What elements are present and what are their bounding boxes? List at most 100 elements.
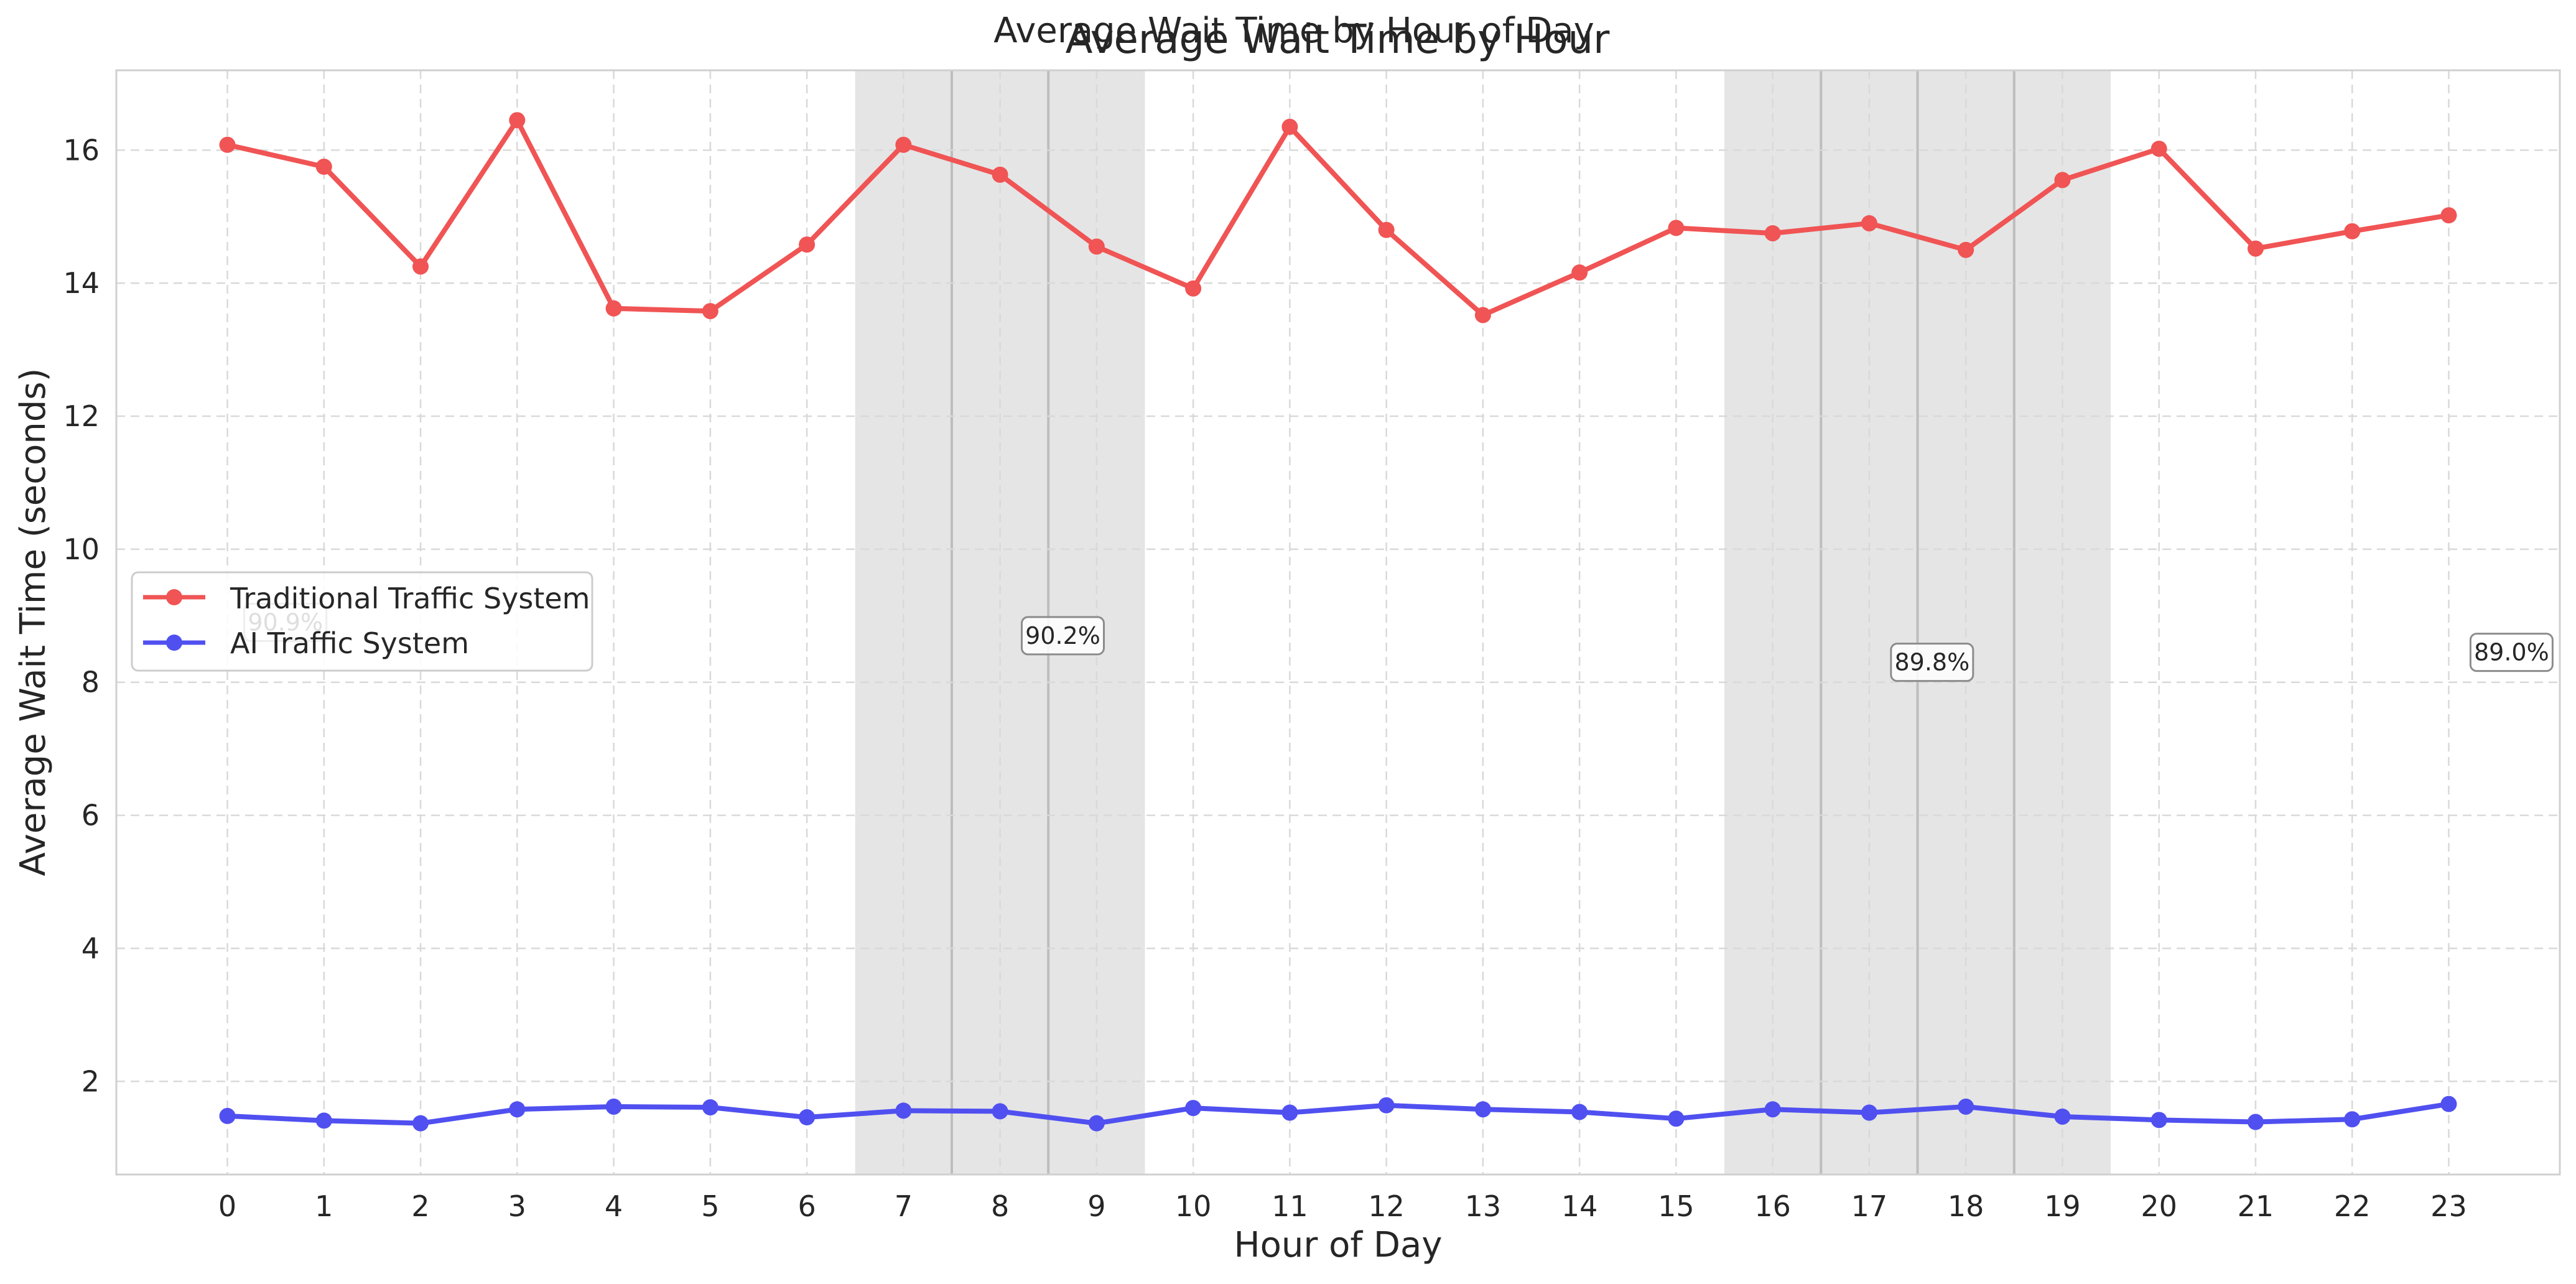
series-point-1 (895, 1102, 912, 1119)
x-tick-label: 11 (1272, 1189, 1308, 1223)
series-point-0 (2054, 172, 2071, 188)
series-point-0 (1958, 241, 1974, 258)
annotation-label-3: 89.0% (2474, 639, 2549, 666)
chart-suptitle: Average Wait Time by Hour of Day (993, 11, 1594, 51)
axis-ticks: 0 1 2 3 4 5 6 7 8 9 10 11 12 13 14 15 16 17 18 19 20 21 22 2324… (63, 133, 2467, 1223)
series-point-0 (412, 258, 429, 275)
series-point-0 (315, 159, 332, 175)
series-point-1 (1088, 1115, 1105, 1132)
x-tick-label: 20 (2141, 1189, 2177, 1223)
series-point-1 (509, 1101, 526, 1118)
annotation-label-1: 90.2% (1025, 622, 1100, 649)
x-tick-label: 23 (2430, 1189, 2467, 1223)
x-tick-label: 16 (1754, 1189, 1791, 1223)
series-point-1 (1474, 1101, 1491, 1118)
x-tick-label: 19 (2044, 1189, 2081, 1223)
annotation-label-2: 89.8% (1894, 649, 1969, 676)
series-point-0 (605, 300, 622, 317)
x-tick-label: 0 (218, 1189, 236, 1223)
x-tick-label: 9 (1087, 1189, 1105, 1223)
y-tick-label: 2 (81, 1064, 100, 1098)
series-point-1 (1861, 1104, 1877, 1121)
x-tick-label: 13 (1465, 1189, 1502, 1223)
series-point-1 (992, 1103, 1008, 1120)
series-point-0 (895, 136, 912, 153)
y-tick-label: 4 (81, 931, 100, 965)
x-tick-label: 8 (991, 1189, 1009, 1223)
series-point-1 (315, 1112, 332, 1129)
series-point-0 (1861, 215, 1877, 231)
legend-marker-traditional (166, 589, 182, 605)
x-tick-label: 5 (701, 1189, 719, 1223)
series-point-0 (1088, 238, 1105, 255)
series-point-1 (2344, 1111, 2361, 1128)
series-point-1 (1668, 1110, 1685, 1127)
series-point-0 (2247, 240, 2264, 257)
x-tick-label: 1 (315, 1189, 333, 1223)
series-point-0 (509, 112, 526, 129)
series-point-1 (702, 1099, 718, 1116)
series-point-1 (1571, 1104, 1588, 1120)
y-tick-label: 6 (81, 799, 100, 832)
legend: Traditional Traffic System AI Traffic Sy… (131, 571, 593, 672)
y-tick-label: 14 (63, 266, 100, 300)
series-point-1 (1958, 1098, 1974, 1115)
series-lines (219, 112, 2457, 1132)
y-tick-label: 12 (63, 399, 100, 433)
series-point-1 (1378, 1097, 1395, 1114)
x-tick-label: 3 (508, 1189, 526, 1223)
x-tick-label: 4 (605, 1189, 623, 1223)
x-tick-label: 12 (1368, 1189, 1405, 1223)
x-tick-label: 22 (2334, 1189, 2371, 1223)
y-axis-label: Average Wait Time (seconds) (13, 368, 53, 877)
y-tick-label: 10 (63, 533, 100, 566)
series-point-0 (1764, 225, 1781, 241)
x-tick-label: 18 (1948, 1189, 1984, 1223)
series-line-0 (225, 118, 2452, 318)
x-axis-label: Hour of Day (1234, 1225, 1442, 1265)
series-point-0 (1185, 280, 1202, 297)
series-point-0 (702, 303, 718, 320)
x-tick-label: 21 (2238, 1189, 2274, 1223)
series-point-0 (2151, 141, 2167, 157)
legend-label-traditional: Traditional Traffic System (230, 582, 590, 615)
chart-title: Average Wait Time by Hour (1066, 17, 1610, 63)
legend-label-ai: AI Traffic System (230, 626, 469, 660)
x-tick-label: 7 (895, 1189, 913, 1223)
series-point-1 (2440, 1096, 2457, 1112)
series-point-0 (1668, 220, 1685, 236)
series-line-1 (225, 1101, 2452, 1126)
annotation-box-3 (2469, 633, 2554, 672)
series-point-0 (1474, 307, 1491, 323)
annotation-box-2 (1890, 643, 1974, 682)
series-point-1 (2151, 1112, 2167, 1128)
y-tick-label: 8 (81, 666, 100, 699)
x-tick-label: 17 (1851, 1189, 1888, 1223)
plot-frame (115, 69, 2561, 1176)
x-tick-label: 2 (411, 1189, 429, 1223)
series-point-1 (412, 1115, 429, 1132)
y-tick-label: 16 (63, 133, 100, 167)
legend-box (131, 571, 593, 672)
series-point-1 (219, 1107, 236, 1124)
series-point-1 (2054, 1108, 2071, 1125)
x-tick-label: 15 (1658, 1189, 1695, 1223)
series-point-0 (992, 166, 1008, 183)
annotation-box-1 (1021, 616, 1105, 656)
legend-marker-ai (166, 635, 182, 651)
series-point-0 (1378, 221, 1395, 238)
series-point-1 (1281, 1104, 1298, 1121)
series-point-1 (2247, 1114, 2264, 1130)
x-tick-label: 6 (797, 1189, 816, 1223)
series-point-0 (1281, 118, 1298, 135)
series-point-0 (2440, 207, 2457, 224)
series-point-1 (605, 1098, 622, 1115)
series-point-1 (799, 1109, 816, 1126)
series-point-1 (1764, 1101, 1781, 1118)
series-point-0 (799, 236, 816, 253)
series-point-0 (2344, 223, 2361, 240)
series-point-0 (219, 136, 236, 153)
x-tick-label: 14 (1561, 1189, 1598, 1223)
series-point-0 (1571, 264, 1588, 281)
series-point-1 (1185, 1100, 1202, 1117)
